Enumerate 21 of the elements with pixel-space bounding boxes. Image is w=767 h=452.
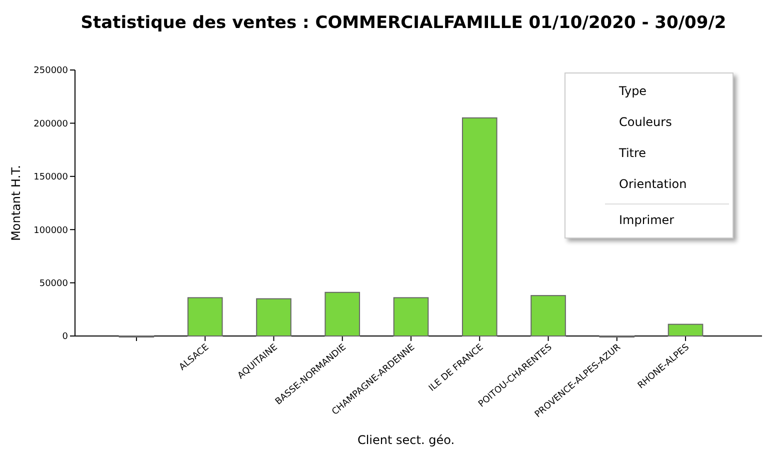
bar xyxy=(530,295,566,336)
y-tick-label: 100000 xyxy=(34,226,68,236)
y-tick-label: 250000 xyxy=(34,66,68,76)
annotation: Couleurs xyxy=(619,115,672,129)
annotation: Orientation xyxy=(619,177,687,191)
annotation: Type xyxy=(618,84,647,98)
y-tick-label: 200000 xyxy=(34,119,68,130)
y-tick-label: 150000 xyxy=(34,172,68,183)
annotation: Imprimer xyxy=(619,213,674,227)
bar xyxy=(462,117,498,336)
bar xyxy=(187,297,223,336)
y-tick-label: 0 xyxy=(62,332,68,342)
chart-title: Statistique des ventes : COMMERCIALFAMILLE 01/10/2020 - 30/09/2 xyxy=(80,13,726,33)
x-axis-title: Client sect. géo. xyxy=(357,433,455,447)
bar xyxy=(393,297,429,336)
annotation: Titre xyxy=(618,146,646,160)
bar xyxy=(324,292,360,336)
y-axis-title: Montant H.T. xyxy=(9,165,23,241)
bar xyxy=(256,298,292,336)
bar xyxy=(668,324,704,336)
y-tick-label: 50000 xyxy=(39,278,68,289)
